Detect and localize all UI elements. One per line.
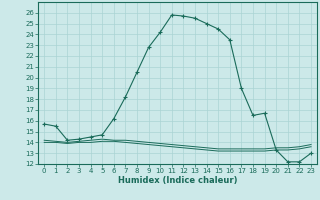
X-axis label: Humidex (Indice chaleur): Humidex (Indice chaleur) [118,176,237,185]
